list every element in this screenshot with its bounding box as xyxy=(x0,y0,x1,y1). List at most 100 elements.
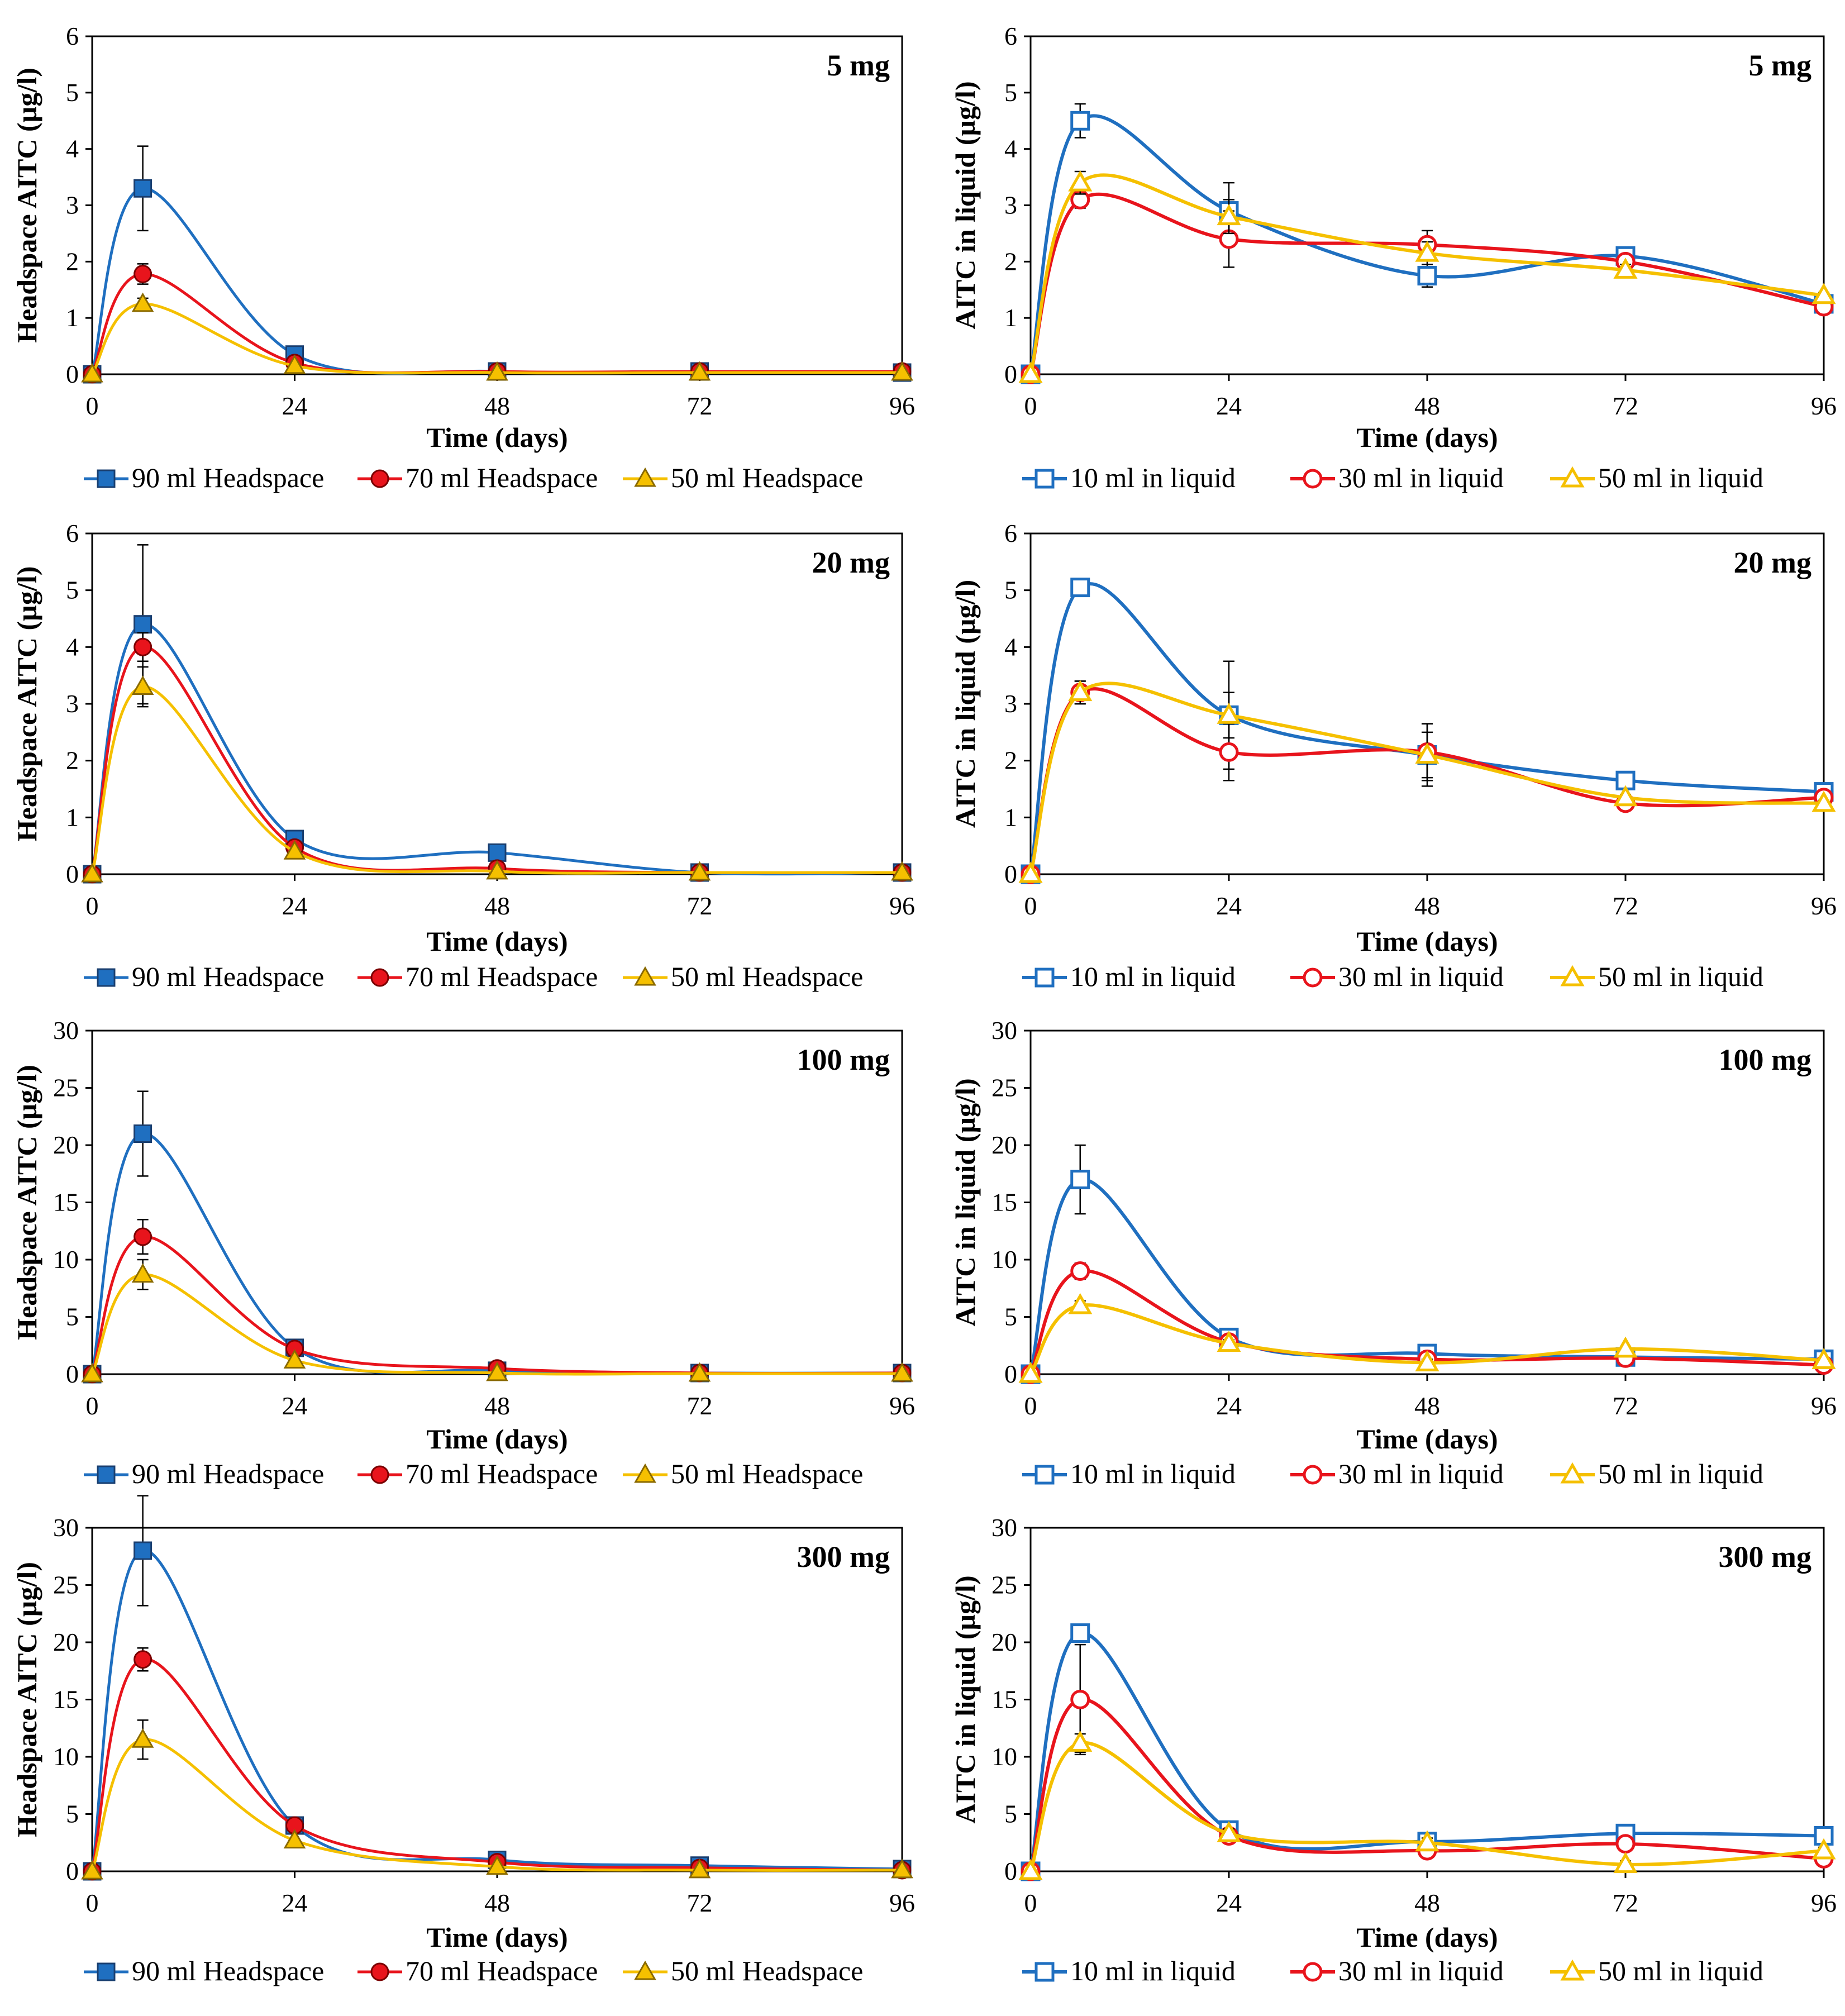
data-point xyxy=(134,265,152,284)
data-point xyxy=(891,361,913,381)
data-point xyxy=(1217,703,1241,724)
y-tick-label: 4 xyxy=(1004,135,1017,163)
legend-item-1: 10 ml in liquid xyxy=(1022,462,1236,493)
legend-swatch-marker xyxy=(97,1962,116,1981)
legend-item-2: 70 ml Headspace xyxy=(357,462,598,493)
x-tick-label: 24 xyxy=(282,1391,308,1420)
legend-item-1: 10 ml in liquid xyxy=(1022,1955,1236,1986)
x-tick-label: 96 xyxy=(889,1889,915,1917)
panel-title: 100 mg xyxy=(1719,1043,1811,1076)
y-tick-label: 5 xyxy=(1004,78,1017,107)
series-2 xyxy=(83,1647,912,1881)
data-point xyxy=(1613,258,1638,279)
data-point xyxy=(486,1855,508,1875)
panel-title: 20 mg xyxy=(1734,546,1811,579)
legend-item-3: 50 ml Headspace xyxy=(623,961,863,992)
legend-label: 10 ml in liquid xyxy=(1070,1458,1236,1489)
data-point xyxy=(1018,861,1043,883)
y-tick-label: 15 xyxy=(53,1188,79,1217)
legend-item-3: 50 ml Headspace xyxy=(623,462,863,493)
y-axis-title: Headspace AITC (µg/l) xyxy=(11,1562,42,1837)
series-line xyxy=(1029,1631,1824,1872)
y-tick-label: 1 xyxy=(66,303,79,332)
series-1 xyxy=(1021,1144,1834,1384)
legend-item-1: 90 ml Headspace xyxy=(84,1458,324,1489)
x-axis-title: Time (days) xyxy=(1356,1922,1498,1953)
y-tick-label: 20 xyxy=(991,1131,1017,1159)
legend-item-1: 90 ml Headspace xyxy=(84,462,324,493)
y-tick-label: 10 xyxy=(991,1742,1017,1771)
y-tick-label: 2 xyxy=(66,746,79,775)
data-point xyxy=(688,361,711,381)
x-tick-label: 24 xyxy=(1216,1889,1242,1917)
data-point xyxy=(1811,283,1836,304)
series-3 xyxy=(1018,1293,1836,1383)
legend-label: 90 ml Headspace xyxy=(132,1458,324,1489)
y-tick-label: 3 xyxy=(66,689,79,718)
legend-item-3: 50 ml in liquid xyxy=(1550,1955,1763,1986)
x-tick-label: 72 xyxy=(1613,892,1638,920)
legend-label: 30 ml in liquid xyxy=(1338,462,1504,493)
y-tick-label: 20 xyxy=(53,1131,79,1159)
data-point xyxy=(1070,111,1090,131)
y-tick-label: 4 xyxy=(66,632,79,661)
legend-item-2: 70 ml Headspace xyxy=(357,961,598,992)
x-tick-label: 0 xyxy=(86,1391,99,1420)
legend-swatch-marker xyxy=(634,1463,656,1483)
legend-label: 50 ml Headspace xyxy=(671,1458,863,1489)
y-tick-label: 0 xyxy=(66,860,79,888)
plot-frame xyxy=(91,1030,903,1375)
x-tick-label: 96 xyxy=(1811,892,1837,920)
series-line xyxy=(1029,114,1824,375)
series-3 xyxy=(81,292,913,383)
y-tick-label: 3 xyxy=(1004,191,1017,220)
data-point xyxy=(134,615,152,634)
legend-swatch-marker xyxy=(1034,469,1055,489)
legend-swatch-marker xyxy=(1560,965,1585,986)
y-tick-label: 1 xyxy=(1004,803,1017,831)
legend-label: 90 ml Headspace xyxy=(132,961,324,992)
y-axis-title: Headspace AITC (µg/l) xyxy=(11,68,42,343)
x-tick-label: 0 xyxy=(86,392,99,420)
x-tick-label: 48 xyxy=(1414,892,1440,920)
legend-label: 50 ml in liquid xyxy=(1598,961,1763,992)
data-point xyxy=(1811,1838,1836,1860)
x-axis-title: Time (days) xyxy=(426,1423,568,1455)
series-line xyxy=(90,623,903,876)
data-point xyxy=(131,675,154,695)
y-tick-label: 20 xyxy=(53,1628,79,1656)
legend-swatch-marker xyxy=(634,966,656,986)
data-point xyxy=(134,637,152,656)
x-tick-label: 24 xyxy=(282,892,308,920)
x-tick-label: 24 xyxy=(1216,1391,1242,1420)
legend-item-3: 50 ml in liquid xyxy=(1550,462,1763,493)
legend-label: 50 ml in liquid xyxy=(1598,1955,1763,1986)
chart-panel-7: 0 5 10 15 20 25 30 0 24 48 72 96 300 mg Time (days) He… xyxy=(11,1495,915,1953)
chart-panel-5: 0 5 10 15 20 25 30 0 24 48 72 96 100 mg Time (days) He… xyxy=(11,1016,915,1455)
series-3 xyxy=(81,666,913,883)
data-point xyxy=(1068,680,1093,702)
data-point xyxy=(1070,1690,1090,1709)
y-axis-title: AITC in liquid (µg/l) xyxy=(950,580,981,828)
legend-swatch-marker xyxy=(634,467,656,487)
legend-item-1: 90 ml Headspace xyxy=(84,961,324,992)
legend-swatch-marker xyxy=(1034,1465,1055,1485)
x-axis-title: Time (days) xyxy=(426,926,568,957)
series-line xyxy=(90,1273,903,1376)
legend-swatch-marker xyxy=(97,469,116,488)
x-tick-label: 24 xyxy=(1216,892,1242,920)
y-axis-title: AITC in liquid (µg/l) xyxy=(950,81,981,329)
series-line xyxy=(1029,582,1824,875)
data-point xyxy=(1070,1623,1090,1643)
legend-swatch-marker xyxy=(1303,1465,1323,1485)
series-line xyxy=(1029,1698,1824,1872)
data-point xyxy=(1068,170,1093,192)
series-line xyxy=(90,685,903,875)
y-axis-title: AITC in liquid (µg/l) xyxy=(950,1575,981,1823)
series-3 xyxy=(1018,170,1836,383)
data-point xyxy=(134,1124,152,1143)
y-tick-label: 15 xyxy=(991,1188,1017,1217)
x-tick-label: 24 xyxy=(1216,392,1242,420)
y-tick-label: 0 xyxy=(66,1360,79,1388)
